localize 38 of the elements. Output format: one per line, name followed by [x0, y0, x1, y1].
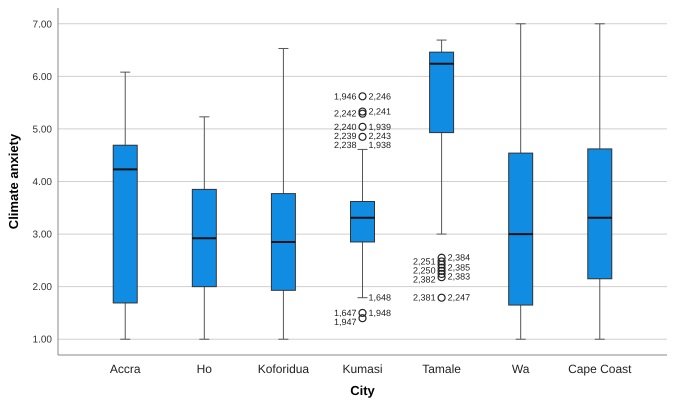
- annotation: 2,382: [413, 274, 436, 284]
- annotation: 1,947: [334, 316, 356, 327]
- annotation: 2,242: [334, 108, 356, 119]
- annotation: 2,243: [368, 130, 392, 141]
- annotation: 1,948: [368, 308, 392, 318]
- x-tick-label: Tamale: [422, 362, 462, 376]
- x-axis-title: City: [350, 383, 376, 398]
- annotation: 2,251: [413, 256, 436, 266]
- y-tick-label: 7.00: [32, 19, 52, 30]
- x-tick-label: Wa: [512, 362, 530, 376]
- annotation: 2,246: [368, 91, 392, 102]
- y-tick-label: 2.00: [32, 282, 52, 294]
- annotation: 2,239: [334, 130, 356, 141]
- annotation: 2,247: [448, 292, 470, 303]
- annotation: 1,938: [368, 140, 392, 150]
- annotation: 1,946: [334, 91, 356, 102]
- annotation: 1,648: [368, 292, 392, 303]
- annotation: 2,385: [448, 262, 470, 273]
- y-tick-label: 4.00: [32, 177, 52, 188]
- annotation: 1,647: [334, 308, 356, 318]
- y-axis-title: Climate anxiety: [6, 133, 21, 230]
- annotation: 2,241: [368, 106, 392, 117]
- annotation: 2,250: [413, 265, 436, 276]
- y-tick-label: 3.00: [32, 230, 52, 241]
- x-tick-label: Kumasi: [342, 362, 383, 376]
- x-tick-label: Accra: [110, 362, 141, 376]
- annotation: 2,381: [413, 292, 436, 303]
- x-tick-label: Cape Coast: [568, 362, 632, 376]
- annotation: 2,384: [448, 252, 470, 263]
- x-tick-label: Koforidua: [258, 362, 310, 376]
- annotation: 1,939: [368, 122, 392, 132]
- x-tick-label: Ho: [196, 362, 212, 376]
- annotation: 2,383: [448, 272, 470, 282]
- y-tick-label: 1.00: [32, 334, 52, 346]
- y-tick-label: 6.00: [32, 72, 52, 83]
- annotation: 2,240: [334, 122, 356, 132]
- annotation: 2,238: [334, 140, 356, 150]
- y-tick-label: 5.00: [32, 124, 52, 136]
